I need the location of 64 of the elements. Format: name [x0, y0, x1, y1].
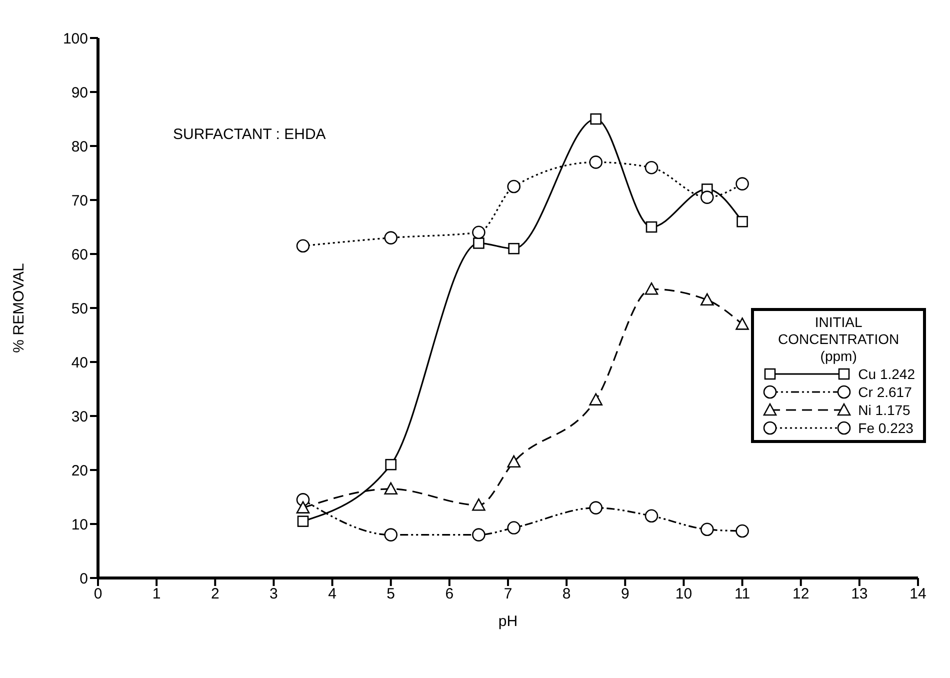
y-tick-label: 60 — [71, 246, 88, 264]
y-tick-label: 20 — [71, 462, 88, 480]
point — [508, 242, 520, 254]
x-tick-label: 9 — [620, 586, 630, 603]
x-tick-label: 8 — [562, 586, 571, 603]
point — [385, 458, 397, 470]
point — [384, 482, 398, 495]
point — [297, 516, 309, 527]
point — [384, 528, 398, 542]
annotation: SURFACTANT : EHDA — [173, 126, 326, 143]
y-tick-label: 50 — [71, 300, 88, 318]
point — [589, 393, 603, 406]
x-tick-label: 14 — [910, 586, 926, 603]
point — [736, 524, 749, 538]
x-tick-label: 1 — [152, 586, 161, 603]
legend-label: Ni 1.175 — [858, 402, 910, 418]
point — [700, 522, 714, 536]
point — [296, 239, 310, 253]
y-tick-label: 100 — [62, 30, 88, 48]
point — [589, 501, 603, 514]
y-tick-label: 0 — [80, 570, 88, 588]
x-tick-label: 4 — [328, 586, 336, 603]
y-tick-label: 30 — [71, 408, 88, 426]
point — [473, 238, 484, 249]
x-tick-label: 10 — [675, 586, 692, 603]
x-axis-title: pH — [498, 613, 518, 630]
point — [296, 501, 310, 514]
legend-label: Cr 2.617 — [858, 384, 912, 400]
point — [507, 180, 521, 194]
y-tick-label: 80 — [71, 138, 88, 156]
y-tick-label: 40 — [71, 354, 88, 372]
point — [736, 216, 748, 228]
y-tick-label: 70 — [71, 192, 88, 210]
y-tick-label: 10 — [71, 516, 88, 534]
point — [736, 318, 749, 330]
x-tick-label: 13 — [851, 586, 868, 603]
x-tick-label: 6 — [445, 586, 454, 603]
point — [644, 160, 658, 174]
y-axis-title: % REMOVAL — [10, 263, 28, 353]
point — [644, 282, 658, 295]
x-tick-label: 0 — [94, 586, 102, 603]
legend-title: INITIAL CONCENTRATION (ppm) — [777, 314, 900, 365]
point — [472, 226, 486, 240]
legend-label: Fe 0.223 — [858, 420, 914, 436]
point — [736, 177, 749, 190]
x-tick-label: 5 — [386, 586, 396, 603]
point — [644, 509, 658, 523]
point — [472, 498, 486, 511]
x-tick-label: 11 — [734, 586, 750, 603]
x-tick-label: 2 — [210, 586, 220, 603]
y-tick-label: 90 — [71, 84, 88, 102]
point — [646, 221, 658, 233]
point — [384, 231, 398, 244]
x-tick-label: 12 — [792, 586, 810, 603]
point — [589, 156, 603, 169]
point — [590, 113, 602, 125]
point — [700, 293, 714, 306]
x-tick-label: 3 — [270, 586, 278, 603]
point — [472, 528, 486, 542]
point — [507, 521, 521, 534]
point — [700, 190, 714, 204]
x-tick-label: 7 — [504, 586, 512, 603]
point — [507, 455, 521, 468]
legend-label: Cu 1.242 — [858, 366, 915, 382]
